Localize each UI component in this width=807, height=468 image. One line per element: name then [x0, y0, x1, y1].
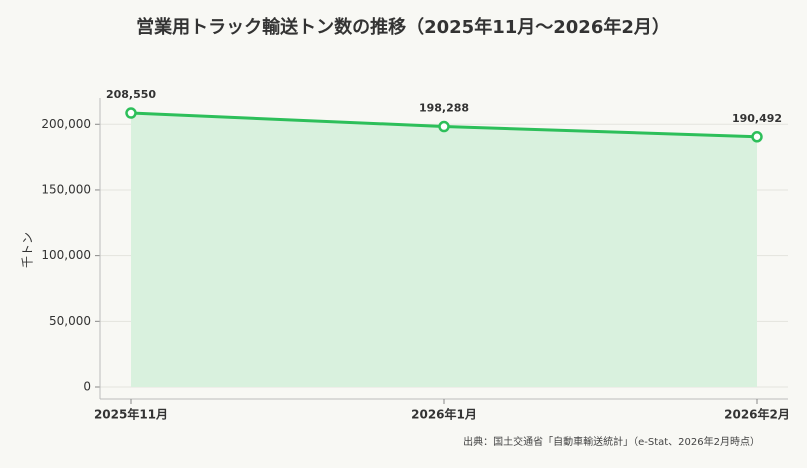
chart-title: 営業用トラック輸送トン数の推移（2025年11月〜2026年2月）	[136, 16, 670, 38]
value-label: 198,288	[419, 102, 469, 115]
value-label: 190,492	[732, 112, 782, 125]
point	[438, 120, 450, 133]
y-tick-label: 150,000	[41, 182, 91, 196]
y-tick-label: 50,000	[49, 314, 91, 328]
y-tick-label: 0	[83, 380, 91, 394]
y-axis-label: 千トン	[21, 232, 35, 268]
area	[131, 113, 757, 387]
x-tick-label: 2025年11月	[94, 407, 168, 422]
y-tick-label: 200,000	[41, 117, 91, 131]
point	[751, 131, 763, 143]
x-tick-label: 2026年1月	[411, 407, 477, 422]
y-tick-label: 100,000	[41, 248, 91, 262]
x-tick-label: 2026年2月	[724, 407, 790, 422]
value-label: 208,550	[106, 88, 156, 101]
source-note: 出典：国土交通省「自動車輸送統計」（e-Stat、2026年2月時点）	[463, 435, 760, 448]
point	[125, 107, 137, 119]
